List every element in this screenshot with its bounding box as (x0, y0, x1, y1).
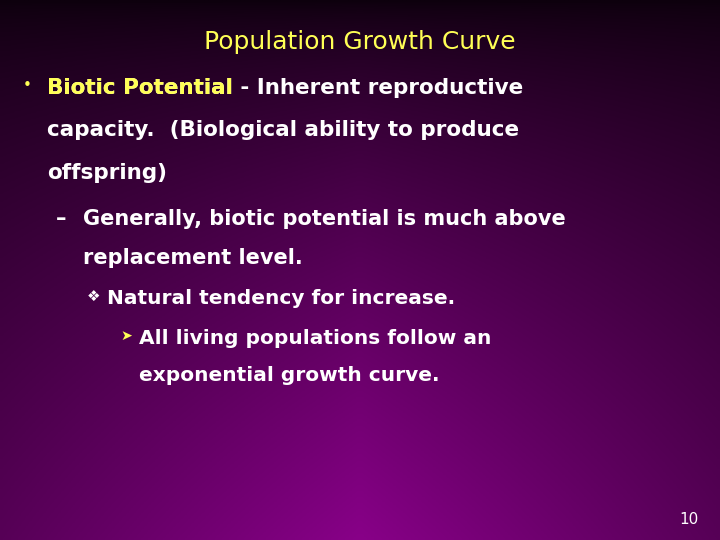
Text: 10: 10 (679, 511, 698, 526)
Text: Biotic Potential - Inherent reproductive: Biotic Potential - Inherent reproductive (47, 78, 523, 98)
Text: ❖: ❖ (87, 289, 100, 305)
Text: All living populations follow an: All living populations follow an (139, 329, 491, 348)
Text: Generally, biotic potential is much above: Generally, biotic potential is much abov… (83, 209, 565, 229)
Text: replacement level.: replacement level. (83, 248, 302, 268)
Text: •: • (23, 78, 32, 93)
Text: ➤: ➤ (120, 329, 132, 343)
Text: –: – (56, 209, 66, 229)
Text: capacity.  (Biological ability to produce: capacity. (Biological ability to produce (47, 120, 519, 140)
Text: Population Growth Curve: Population Growth Curve (204, 30, 516, 53)
Text: Biotic Potential: Biotic Potential (47, 78, 233, 98)
Text: Natural tendency for increase.: Natural tendency for increase. (107, 289, 455, 308)
Text: offspring): offspring) (47, 163, 167, 183)
Text: exponential growth curve.: exponential growth curve. (139, 366, 439, 384)
